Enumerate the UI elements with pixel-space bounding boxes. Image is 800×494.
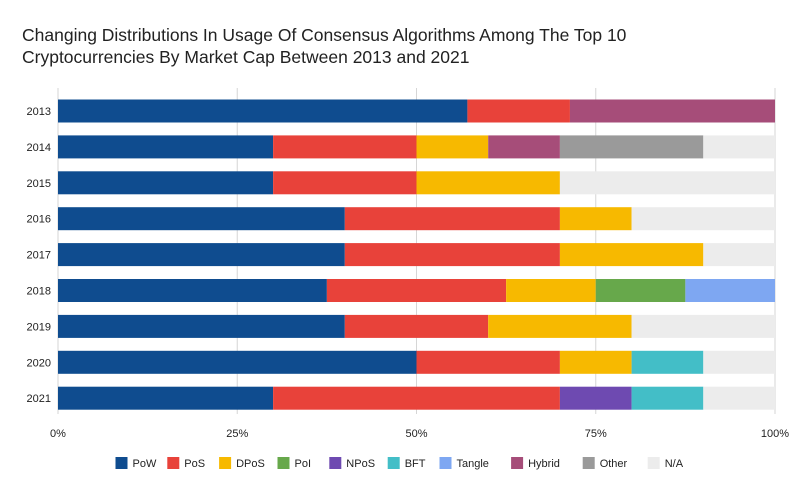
bar-segment-hybrid (488, 135, 560, 159)
legend-swatch-pow (115, 457, 128, 469)
chart-title-line-1: Changing Distributions In Usage Of Conse… (22, 25, 627, 45)
bar-segment-dpos (559, 207, 632, 231)
legend-swatch-npos (329, 457, 342, 469)
bar-segment-pow (58, 99, 468, 123)
legend-swatch-pos (167, 457, 180, 469)
bar-segment-dpos (488, 314, 632, 338)
bar-segment-tangle (685, 279, 775, 302)
bar-segment-n-a (703, 243, 775, 267)
bar-segment-pos (344, 207, 560, 231)
x-tick-labels: 0% 25% 50% 75% 100% (50, 428, 789, 440)
bar-segment-pos (344, 314, 489, 338)
bar-segment-pow (58, 207, 345, 231)
bars (58, 99, 775, 410)
legend: PoW PoS DPoS PoI NPoS BFT Tangle Hybrid Other N/A (115, 457, 684, 470)
legend-swatch-hybrid (511, 457, 524, 469)
bar-segment-dpos (506, 279, 596, 302)
bar-segment-pow (58, 386, 274, 410)
bar-segment-dpos (559, 350, 632, 374)
category-label: 2014 (27, 142, 51, 154)
legend-label-hybrid: Hybrid (528, 458, 560, 470)
bar-segment-poi (595, 279, 686, 302)
legend-label-n-a: N/A (665, 458, 684, 470)
legend-swatch-n-a (647, 457, 660, 469)
x-tick-label: 50% (405, 428, 427, 440)
legend-label-other: Other (600, 458, 628, 470)
bar-segment-pos (344, 243, 560, 267)
x-tick-label: 0% (50, 428, 66, 440)
bar-segment-n-a (631, 314, 775, 338)
bar-segment-pow (58, 350, 417, 374)
category-label: 2021 (27, 393, 51, 405)
legend-label-npos: NPoS (346, 458, 375, 470)
bar-segment-bft (631, 350, 704, 374)
bar-segment-pos (273, 135, 417, 159)
category-label: 2019 (27, 321, 51, 333)
category-label: 2017 (27, 250, 51, 262)
legend-label-bft: BFT (405, 458, 426, 470)
bar-segment-pow (58, 314, 345, 338)
bar-segment-pow (58, 171, 274, 195)
chart-title-line-2: Cryptocurrencies By Market Cap Between 2… (22, 47, 470, 67)
bar-segment-n-a (703, 386, 775, 410)
legend-label-pow: PoW (133, 458, 157, 470)
legend-label-poi: PoI (295, 458, 312, 470)
category-label: 2018 (27, 286, 51, 298)
category-label: 2013 (27, 106, 51, 118)
bar-segment-n-a (559, 171, 775, 195)
bar-segment-npos (559, 386, 632, 410)
legend-swatch-bft (387, 457, 400, 469)
category-label: 2015 (27, 178, 51, 190)
bar-segment-pow (58, 279, 327, 302)
bar-segment-pow (58, 135, 274, 159)
bar-segment-pos (326, 279, 507, 302)
legend-label-pos: PoS (184, 458, 205, 470)
legend-label-tangle: Tangle (457, 458, 489, 470)
bar-segment-n-a (703, 350, 775, 374)
bar-segment-n-a (703, 135, 775, 159)
legend-swatch-dpos (219, 457, 232, 469)
x-tick-label: 25% (226, 428, 248, 440)
bar-segment-pos (273, 171, 417, 195)
x-tick-label: 100% (761, 428, 789, 440)
legend-swatch-poi (277, 457, 290, 469)
category-label: 2020 (27, 357, 51, 369)
bar-segment-n-a (631, 207, 775, 231)
x-tick-label: 75% (585, 428, 607, 440)
category-labels: 2013 2014 2015 2016 2017 2018 2019 2020 2021 (27, 106, 51, 405)
bar-segment-pos (467, 99, 570, 123)
category-label: 2016 (27, 214, 51, 226)
chart-title: Changing Distributions In Usage Of Conse… (22, 24, 782, 68)
bar-segment-pow (58, 243, 345, 267)
bar-segment-dpos (559, 243, 704, 267)
legend-swatch-tangle (439, 457, 452, 469)
bar-segment-dpos (416, 171, 560, 195)
bar-segment-dpos (416, 135, 489, 159)
bar-segment-hybrid (569, 99, 775, 123)
legend-label-dpos: DPoS (236, 458, 265, 470)
bar-segment-pos (416, 350, 560, 374)
bar-segment-pos (273, 386, 560, 410)
bar-segment-other (559, 135, 704, 159)
bar-segment-bft (631, 386, 704, 410)
legend-swatch-other (582, 457, 595, 469)
